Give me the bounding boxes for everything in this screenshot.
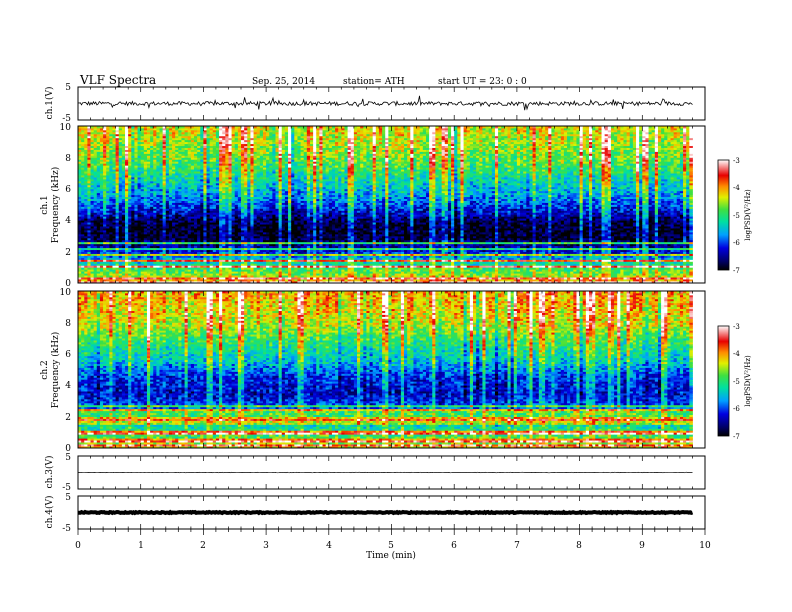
ch1-ytick-top: 5 — [65, 83, 71, 93]
station-label: station= ATH — [343, 77, 405, 87]
date-label: Sep. 25, 2014 — [252, 77, 315, 87]
start-time-label: start UT = 23: 0 : 0 — [438, 77, 527, 87]
ch1-waveform-panel: 5 -5 ch.1(V) — [44, 83, 705, 124]
ch1-spectrogram-panel: 0 2 4 6 8 10 ch.1 Frequency (kHz) — [40, 123, 705, 289]
vlf-figure: VLF Spectra Sep. 25, 2014 station= ATH s… — [0, 0, 792, 612]
ch1-spectrogram-cells — [78, 126, 693, 283]
figure-title: VLF Spectra — [79, 73, 156, 87]
ch1-ylabel: ch.1(V) — [44, 87, 55, 120]
